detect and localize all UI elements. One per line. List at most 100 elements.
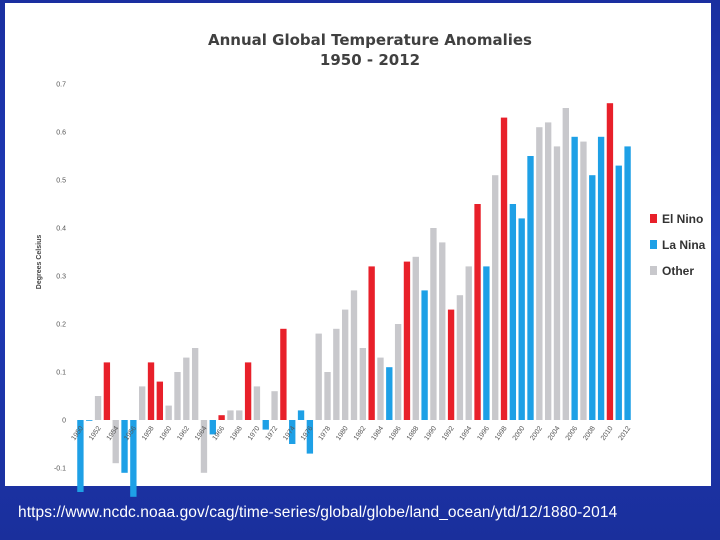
bar-1998 [500,117,508,420]
bar-2006 [571,136,578,421]
x-tick-label: 1996 [476,425,491,442]
bar-1996 [483,266,490,420]
bar-1987 [403,261,411,420]
bar-1963 [191,348,199,420]
bar-1989 [421,290,428,420]
x-tick-label: 1994 [459,425,474,442]
y-tick-label: 0.3 [56,274,66,281]
bar-1955 [121,420,128,473]
x-tick-label: 1970 [247,425,262,442]
y-tick-label: 0.6 [56,130,66,137]
legend: El Nino La Nina Other [650,212,706,278]
y-axis-ticks: 0.7 0.6 0.5 0.4 0.3 0.2 0.1 0 -0.1 [54,82,66,473]
bar-1979 [333,328,340,420]
bar-1953 [103,362,111,420]
bar-2009 [597,136,605,421]
bar-1971 [262,420,269,430]
y-tick-label: -0.1 [54,466,66,473]
bar-1976 [306,420,314,454]
x-tick-label: 1992 [441,425,456,442]
bar-1992 [447,309,455,420]
bar-1964 [200,420,208,473]
source-url-text: https://www.ncdc.noaa.gov/cag/time-serie… [18,504,618,521]
legend-label-la-nina: La Nina [662,238,706,252]
x-tick-label: 1998 [494,425,509,442]
bar-1994 [465,266,472,420]
legend-swatch-other [650,266,657,275]
chart-subtitle: 1950 - 2012 [320,51,420,69]
x-tick-label: 1978 [317,425,332,442]
y-tick-label: 0.7 [56,82,66,89]
bar-1958 [147,362,155,420]
chart-title: Annual Global Temperature Anomalies [208,31,532,49]
bar-1968 [236,410,243,420]
bar-1997 [492,175,499,420]
x-tick-label: 1952 [88,425,103,442]
bar-1975 [297,410,305,420]
x-tick-label: 1962 [176,425,191,442]
bar-2002 [536,127,543,420]
bar-2008 [589,175,596,420]
bar-2005 [562,108,569,420]
bar-1962 [183,357,190,420]
bar-2000 [518,218,525,420]
x-tick-label: 2006 [565,425,580,442]
x-tick-label: 1980 [335,425,350,442]
bar-1952 [94,396,102,420]
bar-1982 [359,348,366,420]
y-tick-label: 0.1 [56,370,66,377]
legend-label-el-nino: El Nino [662,212,703,226]
bar-1956 [130,420,137,497]
bar-1957 [139,386,146,420]
x-tick-label: 2000 [512,425,527,442]
bar-2011 [615,165,622,420]
bar-1954 [112,420,119,464]
x-tick-label: 1984 [370,425,385,442]
x-tick-label: 1960 [159,425,174,442]
bar-1966 [218,415,225,420]
bar-series [77,103,631,497]
y-tick-label: 0.5 [56,178,66,185]
bar-2001 [527,156,534,420]
bar-1995 [474,204,481,420]
y-tick-label: 0 [62,418,66,425]
bar-1990 [430,228,437,420]
bar-1988 [412,256,419,420]
bar-1991 [439,242,446,420]
bar-1959 [156,381,164,420]
bar-2007 [580,141,587,420]
bar-1969 [244,362,252,420]
bar-1967 [227,410,234,420]
y-tick-label: 0.2 [56,322,66,329]
bar-1993 [456,295,464,420]
bar-1984 [377,357,384,420]
legend-label-other: Other [662,264,694,278]
bar-1985 [386,367,393,420]
bar-2004 [553,146,561,420]
bar-1951 [86,420,93,421]
bar-1986 [394,324,402,420]
x-tick-label: 2004 [547,425,562,442]
bar-1960 [165,405,172,420]
bar-1972 [271,391,278,420]
bar-1974 [289,420,296,444]
bar-1978 [324,372,331,420]
x-tick-label: 1988 [406,425,421,442]
legend-swatch-el-nino [650,214,657,223]
x-tick-label: 1990 [423,425,438,442]
x-tick-label: 1968 [229,425,244,442]
bar-1977 [315,333,322,420]
bar-1983 [368,266,375,420]
bar-2003 [544,122,552,421]
x-tick-label: 2012 [618,425,633,442]
x-tick-label: 2008 [582,425,597,442]
bar-1999 [509,204,517,420]
bar-1950 [77,420,84,492]
legend-swatch-la-nina [650,240,657,249]
bar-1973 [280,328,287,420]
x-tick-label: 2002 [529,425,544,442]
bar-1980 [342,309,349,420]
y-axis-label: Degrees Celsius [36,235,43,290]
